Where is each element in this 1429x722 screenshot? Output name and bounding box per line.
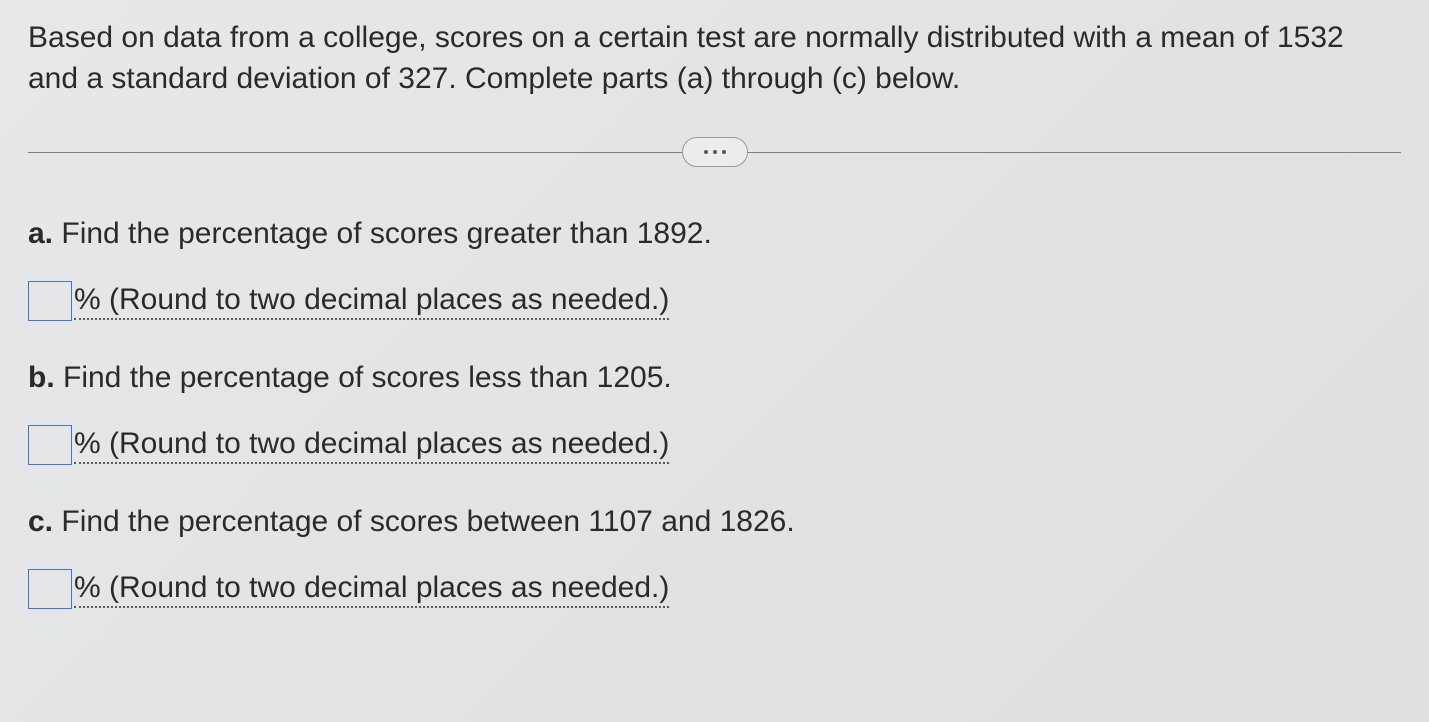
part-c-value2: 1826 [720, 505, 787, 538]
problem-intro: Based on data from a college, scores on … [28, 18, 1401, 99]
part-b-answer-input[interactable] [28, 425, 72, 465]
intro-text-2: and a standard deviation of [28, 62, 398, 95]
intro-sd: 327 [398, 62, 448, 95]
question-page: Based on data from a college, scores on … [0, 0, 1429, 722]
part-a-answer-input[interactable] [28, 281, 72, 321]
part-b-question: b. Find the percentage of scores less th… [28, 361, 1401, 395]
ellipsis-dot-icon [722, 150, 726, 154]
answer-unit: % [74, 571, 101, 604]
part-b-text: Find the percentage of scores less than [55, 361, 597, 394]
ellipsis-dot-icon [713, 150, 717, 154]
answer-hint: (Round to two decimal places as needed.) [101, 571, 670, 604]
ellipsis-dot-icon [704, 150, 708, 154]
part-b-label: b. [28, 361, 55, 394]
part-c-value1: 1107 [588, 505, 653, 538]
part-c-suffix: . [786, 505, 794, 538]
show-more-button[interactable] [682, 137, 748, 167]
answer-hint: (Round to two decimal places as needed.) [101, 283, 670, 316]
answer-unit: % [74, 427, 101, 460]
answer-unit-hint: % (Round to two decimal places as needed… [74, 427, 669, 464]
part-b-value: 1205 [597, 361, 664, 394]
part-a: a. Find the percentage of scores greater… [28, 217, 1401, 321]
part-a-answer-row: % (Round to two decimal places as needed… [28, 281, 1401, 321]
answer-unit-hint: % (Round to two decimal places as needed… [74, 571, 669, 608]
answer-unit: % [74, 283, 101, 316]
part-a-question: a. Find the percentage of scores greater… [28, 217, 1401, 251]
answer-hint: (Round to two decimal places as needed.) [101, 427, 670, 460]
divider [28, 135, 1401, 169]
part-b-suffix: . [663, 361, 671, 394]
part-a-text: Find the percentage of scores greater th… [53, 217, 637, 250]
part-b-answer-row: % (Round to two decimal places as needed… [28, 425, 1401, 465]
answer-unit-hint: % (Round to two decimal places as needed… [74, 283, 669, 320]
part-c-text: Find the percentage of scores between [53, 505, 588, 538]
part-c-answer-input[interactable] [28, 569, 72, 609]
part-c-mid: and [653, 505, 720, 538]
part-c: c. Find the percentage of scores between… [28, 505, 1401, 609]
part-c-label: c. [28, 505, 53, 538]
part-b: b. Find the percentage of scores less th… [28, 361, 1401, 465]
part-c-question: c. Find the percentage of scores between… [28, 505, 1401, 539]
part-c-answer-row: % (Round to two decimal places as needed… [28, 569, 1401, 609]
intro-text-3: . Complete parts (a) through (c) below. [448, 62, 960, 95]
intro-mean: 1532 [1277, 21, 1344, 54]
part-a-label: a. [28, 217, 53, 250]
part-a-suffix: . [703, 217, 711, 250]
intro-text-1: Based on data from a college, scores on … [28, 21, 1277, 54]
part-a-value: 1892 [637, 217, 704, 250]
